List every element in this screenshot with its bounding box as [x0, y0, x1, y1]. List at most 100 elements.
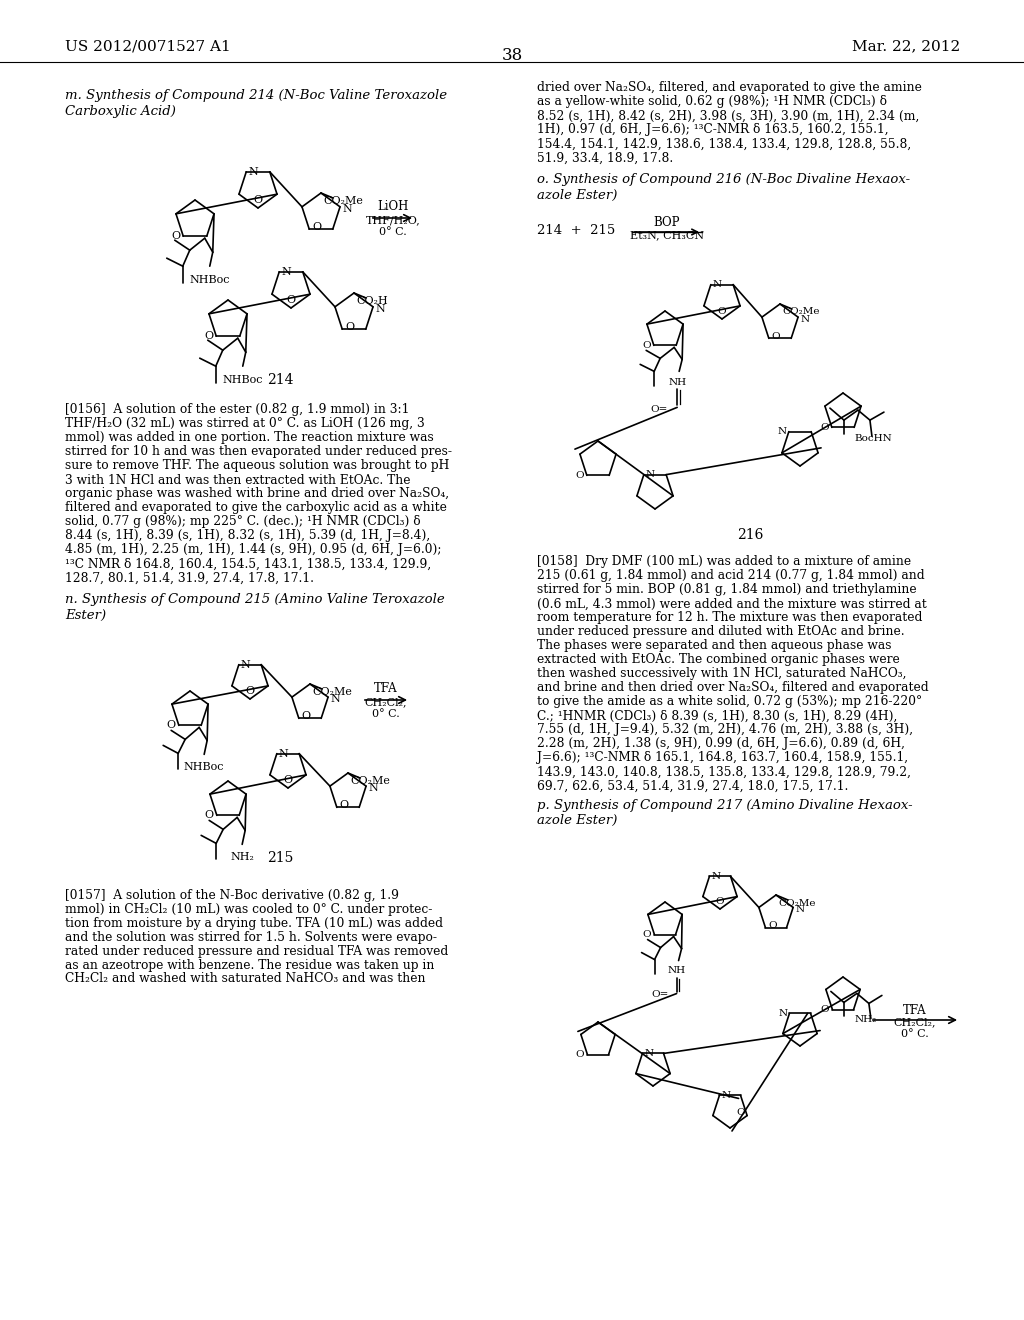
Text: stirred for 5 min. BOP (0.81 g, 1.84 mmol) and triethylamine: stirred for 5 min. BOP (0.81 g, 1.84 mmo… — [537, 583, 916, 597]
Text: N: N — [330, 694, 340, 704]
Text: O: O — [772, 331, 780, 341]
Text: CO₂Me: CO₂Me — [778, 899, 815, 908]
Text: azole Ester): azole Ester) — [537, 189, 617, 202]
Text: N: N — [713, 280, 722, 289]
Text: N: N — [722, 1090, 730, 1100]
Text: m. Synthesis of Compound 214 (N-Boc Valine Teroxazole: m. Synthesis of Compound 214 (N-Boc Vali… — [65, 88, 447, 102]
Text: CO₂Me: CO₂Me — [323, 195, 362, 206]
Text: O: O — [575, 471, 584, 480]
Text: then washed successively with 1N HCl, saturated NaHCO₃,: then washed successively with 1N HCl, sa… — [537, 668, 906, 681]
Text: o. Synthesis of Compound 216 (N-Boc Divaline Hexaox-: o. Synthesis of Compound 216 (N-Boc Diva… — [537, 173, 910, 186]
Text: O: O — [284, 775, 293, 785]
Text: 8.44 (s, 1H), 8.39 (s, 1H), 8.32 (s, 1H), 5.39 (d, 1H, J=8.4),: 8.44 (s, 1H), 8.39 (s, 1H), 8.32 (s, 1H)… — [65, 529, 430, 543]
Text: O: O — [340, 800, 349, 810]
Text: O: O — [287, 294, 296, 305]
Text: extracted with EtOAc. The combined organic phases were: extracted with EtOAc. The combined organ… — [537, 653, 900, 667]
Text: N: N — [368, 783, 378, 793]
Text: 51.9, 33.4, 18.9, 17.8.: 51.9, 33.4, 18.9, 17.8. — [537, 152, 673, 165]
Text: O: O — [736, 1107, 745, 1117]
Text: NHBoc: NHBoc — [184, 763, 224, 772]
Text: 216: 216 — [737, 528, 763, 543]
Text: N: N — [279, 748, 289, 759]
Text: O: O — [253, 195, 262, 205]
Text: O: O — [768, 921, 777, 931]
Text: O: O — [246, 686, 255, 696]
Text: O: O — [302, 711, 311, 721]
Text: sure to remove THF. The aqueous solution was brought to pH: sure to remove THF. The aqueous solution… — [65, 459, 450, 473]
Text: filtered and evaporated to give the carboxylic acid as a white: filtered and evaporated to give the carb… — [65, 502, 446, 515]
Text: N: N — [795, 906, 804, 913]
Text: BocHN: BocHN — [855, 434, 893, 442]
Text: dried over Na₂SO₄, filtered, and evaporated to give the amine: dried over Na₂SO₄, filtered, and evapora… — [537, 82, 922, 95]
Text: NH₂: NH₂ — [230, 853, 254, 862]
Text: 69.7, 62.6, 53.4, 51.4, 31.9, 27.4, 18.0, 17.5, 17.1.: 69.7, 62.6, 53.4, 51.4, 31.9, 27.4, 18.0… — [537, 780, 848, 792]
Text: 215 (0.61 g, 1.84 mmol) and acid 214 (0.77 g, 1.84 mmol) and: 215 (0.61 g, 1.84 mmol) and acid 214 (0.… — [537, 569, 925, 582]
Text: O: O — [821, 1005, 829, 1014]
Text: under reduced pressure and diluted with EtOAc and brine.: under reduced pressure and diluted with … — [537, 626, 904, 639]
Text: NH: NH — [668, 378, 686, 387]
Text: as an azeotrope with benzene. The residue was taken up in: as an azeotrope with benzene. The residu… — [65, 958, 434, 972]
Text: CO₂Me: CO₂Me — [782, 308, 819, 317]
Text: The phases were separated and then aqueous phase was: The phases were separated and then aqueo… — [537, 639, 892, 652]
Text: C.; ¹HNMR (CDCl₃) δ 8.39 (s, 1H), 8.30 (s, 1H), 8.29 (4H),: C.; ¹HNMR (CDCl₃) δ 8.39 (s, 1H), 8.30 (… — [537, 710, 897, 722]
Text: solid, 0.77 g (98%); mp 225° C. (dec.); ¹H NMR (CDCl₃) δ: solid, 0.77 g (98%); mp 225° C. (dec.); … — [65, 516, 421, 528]
Text: N: N — [248, 166, 258, 177]
Text: O: O — [718, 306, 726, 315]
Text: 128.7, 80.1, 51.4, 31.9, 27.4, 17.8, 17.1.: 128.7, 80.1, 51.4, 31.9, 27.4, 17.8, 17.… — [65, 572, 314, 585]
Text: Et₃N, CH₃CN: Et₃N, CH₃CN — [630, 230, 705, 240]
Text: O: O — [205, 810, 214, 820]
Text: O: O — [575, 1051, 585, 1059]
Text: O: O — [820, 422, 828, 432]
Text: N: N — [644, 1049, 653, 1057]
Text: O: O — [204, 331, 213, 341]
Text: 3 with 1N HCl and was then extracted with EtOAc. The: 3 with 1N HCl and was then extracted wit… — [65, 474, 411, 487]
Text: N: N — [800, 314, 809, 323]
Text: n. Synthesis of Compound 215 (Amino Valine Teroxazole: n. Synthesis of Compound 215 (Amino Vali… — [65, 594, 444, 606]
Text: CO₂Me: CO₂Me — [312, 686, 352, 697]
Text: N: N — [777, 428, 786, 436]
Text: and brine and then dried over Na₂SO₄, filtered and evaporated: and brine and then dried over Na₂SO₄, fi… — [537, 681, 929, 694]
Text: 0° C.: 0° C. — [372, 709, 400, 719]
Text: N: N — [241, 660, 251, 669]
Text: Carboxylic Acid): Carboxylic Acid) — [65, 104, 176, 117]
Text: THF/H₂O,: THF/H₂O, — [366, 215, 421, 224]
Text: O: O — [643, 931, 651, 939]
Text: 0° C.: 0° C. — [901, 1030, 929, 1039]
Text: O: O — [642, 341, 651, 350]
Text: CO₂H: CO₂H — [356, 296, 388, 306]
Text: 215: 215 — [267, 851, 293, 865]
Text: NHBoc: NHBoc — [222, 375, 263, 385]
Text: rated under reduced pressure and residual TFA was removed: rated under reduced pressure and residua… — [65, 945, 449, 957]
Text: 38: 38 — [502, 46, 522, 63]
Text: 8.52 (s, 1H), 8.42 (s, 2H), 3.98 (s, 3H), 3.90 (m, 1H), 2.34 (m,: 8.52 (s, 1H), 8.42 (s, 2H), 3.98 (s, 3H)… — [537, 110, 920, 123]
Text: 214  +  215: 214 + 215 — [537, 223, 615, 236]
Text: US 2012/0071527 A1: US 2012/0071527 A1 — [65, 40, 230, 53]
Text: CH₂Cl₂,: CH₂Cl₂, — [365, 697, 408, 708]
Text: CH₂Cl₂ and washed with saturated NaHCO₃ and was then: CH₂Cl₂ and washed with saturated NaHCO₃ … — [65, 973, 426, 986]
Text: N: N — [712, 873, 721, 880]
Text: tion from moisture by a drying tube. TFA (10 mL) was added: tion from moisture by a drying tube. TFA… — [65, 916, 443, 929]
Text: LiOH: LiOH — [377, 201, 409, 214]
Text: 7.55 (d, 1H, J=9.4), 5.32 (m, 2H), 4.76 (m, 2H), 3.88 (s, 3H),: 7.55 (d, 1H, J=9.4), 5.32 (m, 2H), 4.76 … — [537, 723, 913, 737]
Text: O: O — [716, 896, 724, 906]
Text: CO₂Me: CO₂Me — [350, 776, 390, 785]
Text: O: O — [345, 322, 354, 333]
Text: 1H), 0.97 (d, 6H, J=6.6); ¹³C-NMR δ 163.5, 160.2, 155.1,: 1H), 0.97 (d, 6H, J=6.6); ¹³C-NMR δ 163.… — [537, 124, 889, 136]
Text: N: N — [375, 304, 385, 314]
Text: O=: O= — [651, 990, 669, 999]
Text: as a yellow-white solid, 0.62 g (98%); ¹H NMR (CDCl₃) δ: as a yellow-white solid, 0.62 g (98%); ¹… — [537, 95, 887, 108]
Text: N: N — [646, 470, 655, 479]
Text: organic phase was washed with brine and dried over Na₂SO₄,: organic phase was washed with brine and … — [65, 487, 450, 500]
Text: 2.28 (m, 2H), 1.38 (s, 9H), 0.99 (d, 6H, J=6.6), 0.89 (d, 6H,: 2.28 (m, 2H), 1.38 (s, 9H), 0.99 (d, 6H,… — [537, 738, 905, 751]
Text: 214: 214 — [266, 374, 293, 387]
Text: O: O — [167, 721, 176, 730]
Text: 4.85 (m, 1H), 2.25 (m, 1H), 1.44 (s, 9H), 0.95 (d, 6H, J=6.0);: 4.85 (m, 1H), 2.25 (m, 1H), 1.44 (s, 9H)… — [65, 544, 441, 557]
Text: (0.6 mL, 4.3 mmol) were added and the mixture was stirred at: (0.6 mL, 4.3 mmol) were added and the mi… — [537, 598, 927, 610]
Text: 154.4, 154.1, 142.9, 138.6, 138.4, 133.4, 129.8, 128.8, 55.8,: 154.4, 154.1, 142.9, 138.6, 138.4, 133.4… — [537, 137, 911, 150]
Text: mmol) in CH₂Cl₂ (10 mL) was cooled to 0° C. under protec-: mmol) in CH₂Cl₂ (10 mL) was cooled to 0°… — [65, 903, 432, 916]
Text: TFA: TFA — [903, 1003, 927, 1016]
Text: Ester): Ester) — [65, 609, 106, 622]
Text: and the solution was stirred for 1.5 h. Solvents were evapo-: and the solution was stirred for 1.5 h. … — [65, 931, 437, 944]
Text: p. Synthesis of Compound 217 (Amino Divaline Hexaox-: p. Synthesis of Compound 217 (Amino Diva… — [537, 799, 912, 812]
Text: BOP: BOP — [653, 215, 680, 228]
